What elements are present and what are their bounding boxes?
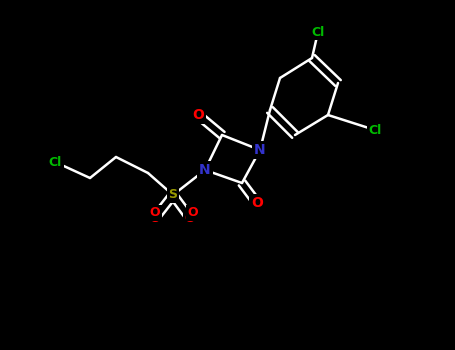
- Text: Cl: Cl: [311, 26, 324, 38]
- Text: O: O: [192, 108, 204, 122]
- Text: Cl: Cl: [369, 124, 382, 136]
- Text: S: S: [168, 189, 177, 202]
- Text: Cl: Cl: [48, 155, 61, 168]
- Text: O: O: [150, 206, 160, 219]
- Text: N: N: [199, 163, 211, 177]
- Text: O: O: [150, 211, 160, 224]
- Text: O: O: [187, 206, 198, 219]
- Text: O: O: [185, 211, 195, 224]
- Text: N: N: [254, 143, 266, 157]
- Text: O: O: [251, 196, 263, 210]
